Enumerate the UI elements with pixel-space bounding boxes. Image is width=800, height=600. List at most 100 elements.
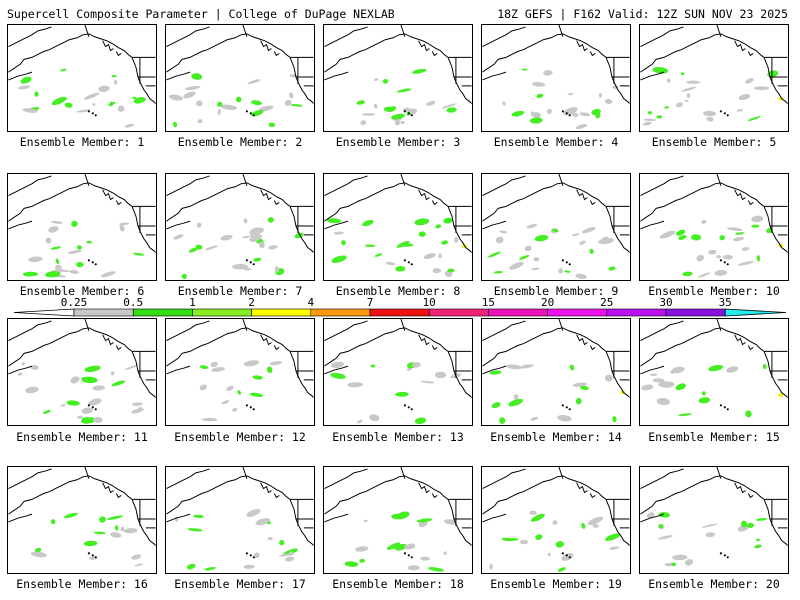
scp-contour-green bbox=[237, 390, 241, 395]
island-outline bbox=[249, 406, 252, 409]
scp-contour-gray bbox=[714, 270, 728, 276]
scp-contour-green bbox=[50, 519, 56, 525]
coastline-outline bbox=[242, 319, 314, 352]
scp-contour-green bbox=[608, 266, 616, 271]
scp-contour-green bbox=[591, 108, 601, 116]
scp-contour-gray bbox=[361, 113, 376, 116]
coastline-outline bbox=[640, 33, 788, 104]
scp-contour-green bbox=[107, 515, 123, 520]
coastline-outline bbox=[734, 482, 754, 499]
scp-contour-gray bbox=[454, 236, 459, 243]
scp-contour-green bbox=[754, 544, 762, 549]
scp-contour-green bbox=[418, 231, 426, 237]
scp-contour-green bbox=[395, 391, 409, 397]
coastline-outline bbox=[640, 468, 684, 490]
coastline-outline bbox=[260, 40, 280, 57]
scp-contour-gray bbox=[232, 407, 238, 412]
coastline-outline bbox=[8, 220, 33, 230]
coastline-outline bbox=[102, 334, 122, 351]
scp-contour-gray bbox=[406, 367, 412, 371]
scp-contour-green bbox=[514, 111, 519, 117]
scp-contour-green bbox=[370, 364, 376, 368]
island-outline bbox=[94, 114, 97, 117]
coastline-outline bbox=[295, 499, 314, 529]
ensemble-map-panel bbox=[639, 173, 789, 281]
scp-contour-green bbox=[34, 547, 42, 553]
island-outline bbox=[407, 406, 410, 409]
map-canvas bbox=[482, 467, 630, 572]
coastline-outline bbox=[84, 319, 156, 352]
scp-contour-gray bbox=[675, 102, 684, 108]
coastline-outline bbox=[558, 319, 630, 352]
scp-contour-gray bbox=[736, 109, 744, 112]
scp-contour-yellow bbox=[778, 393, 784, 398]
scp-contour-gray bbox=[205, 245, 218, 251]
coastline-outline bbox=[453, 57, 472, 87]
island-outline bbox=[403, 552, 406, 555]
scp-contour-gray bbox=[119, 224, 125, 232]
coastline-outline bbox=[482, 475, 630, 546]
coastline-outline bbox=[166, 71, 191, 81]
scp-contour-gray bbox=[221, 400, 230, 405]
scp-contour-green bbox=[756, 254, 760, 262]
island-outline bbox=[407, 112, 410, 115]
scp-contour-green bbox=[612, 416, 617, 423]
map-canvas bbox=[324, 319, 472, 425]
scp-contour-gray bbox=[199, 384, 207, 391]
scp-contour-green bbox=[66, 400, 80, 406]
scp-contour-gray bbox=[420, 380, 435, 384]
colorbar-tick-label: 10 bbox=[423, 296, 436, 309]
coastline-outline bbox=[576, 40, 596, 57]
coastline-outline bbox=[84, 25, 156, 58]
island-outline bbox=[410, 263, 413, 266]
scp-contour-gray bbox=[652, 378, 665, 383]
coastline-outline bbox=[716, 319, 788, 352]
coastline-outline bbox=[640, 513, 665, 523]
scp-contour-green bbox=[521, 68, 528, 71]
scp-contour-green bbox=[675, 229, 686, 236]
scp-contour-gray bbox=[407, 565, 420, 571]
scp-contour-green bbox=[132, 252, 145, 256]
scp-contour-gray bbox=[519, 364, 534, 369]
scp-contour-green bbox=[331, 255, 347, 263]
scp-contour-green bbox=[391, 113, 405, 120]
colorbar-segment bbox=[428, 308, 489, 317]
scp-contour-green bbox=[193, 514, 204, 518]
scp-contour-green bbox=[664, 106, 670, 109]
scp-contour-green bbox=[508, 538, 519, 541]
scp-contour-gray bbox=[646, 512, 655, 519]
scp-contour-gray bbox=[557, 414, 572, 422]
scp-contour-gray bbox=[722, 254, 733, 260]
island-outline bbox=[561, 259, 564, 262]
coastline-outline bbox=[576, 334, 596, 351]
scp-contour-gray bbox=[581, 226, 596, 234]
scp-contour-green bbox=[555, 541, 565, 548]
island-outline bbox=[87, 552, 90, 555]
scp-contour-green bbox=[133, 97, 146, 104]
scp-contour-gray bbox=[196, 100, 203, 107]
scp-contour-gray bbox=[604, 374, 613, 382]
scp-contour-gray bbox=[434, 371, 447, 379]
scp-contour-green bbox=[447, 268, 455, 273]
scp-contour-green bbox=[755, 538, 761, 542]
island-outline bbox=[719, 552, 722, 555]
scp-contour-green bbox=[114, 525, 119, 531]
island-outline bbox=[568, 263, 571, 266]
scp-contour-gray bbox=[284, 99, 292, 106]
scp-contour-green bbox=[93, 531, 106, 535]
scp-contour-green bbox=[83, 540, 98, 547]
scp-contour-green bbox=[84, 365, 101, 373]
scp-contour-green bbox=[374, 253, 383, 257]
scp-contour-green bbox=[708, 364, 724, 372]
scp-contour-gray bbox=[25, 386, 39, 394]
scp-contour-gray bbox=[513, 394, 519, 400]
coastline-outline bbox=[295, 351, 314, 381]
scp-contour-gray bbox=[373, 78, 379, 81]
scp-contour-green bbox=[22, 271, 39, 277]
scp-contour-gray bbox=[533, 257, 540, 262]
colorbar-tick-label: 15 bbox=[482, 296, 495, 309]
colorbar-tick-label: 35 bbox=[719, 296, 732, 309]
scp-contour-gray bbox=[751, 215, 764, 223]
map-canvas bbox=[8, 174, 156, 278]
scp-contour-gray bbox=[642, 121, 652, 126]
